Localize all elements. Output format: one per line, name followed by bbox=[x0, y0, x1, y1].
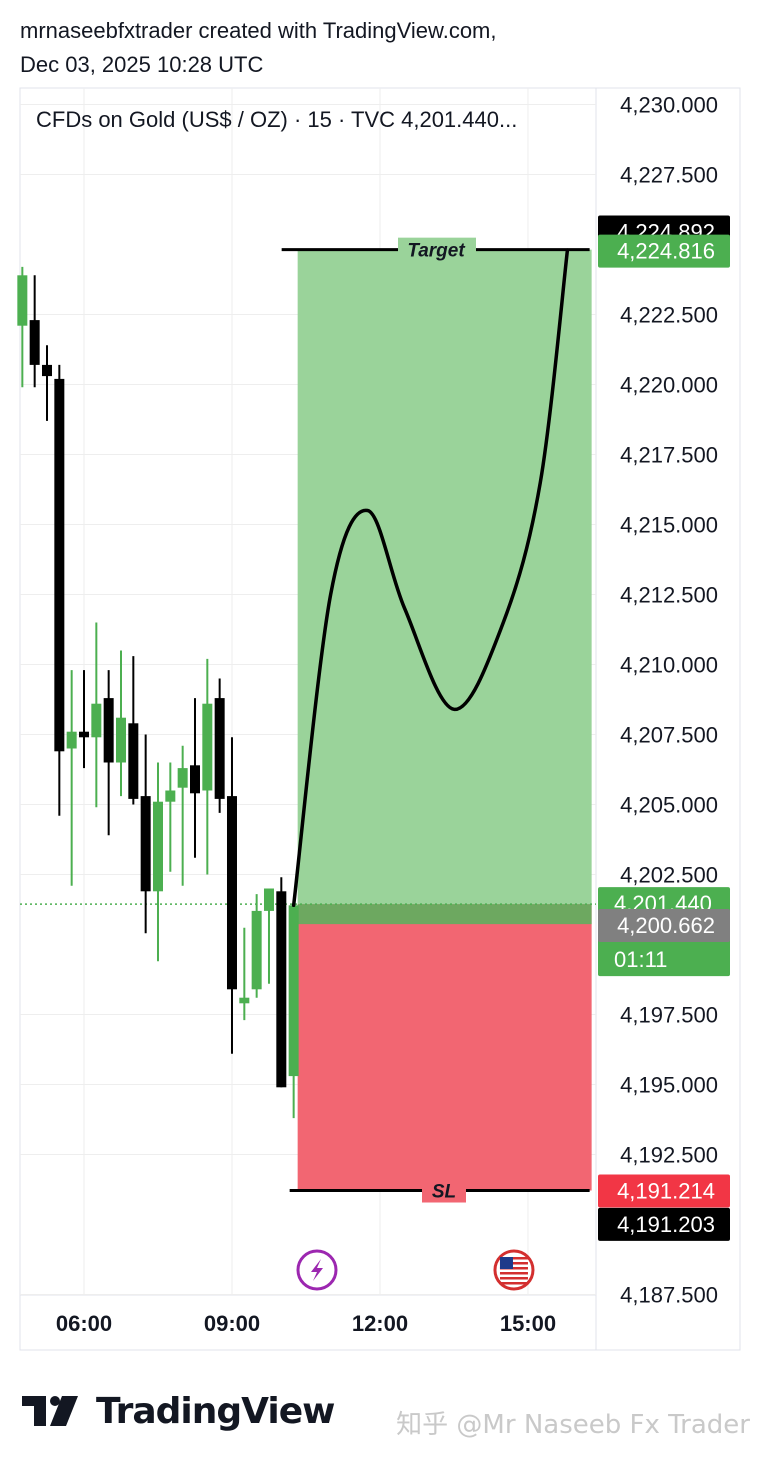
price-label-bg bbox=[598, 908, 730, 942]
brand-name: TradingView bbox=[96, 1390, 335, 1432]
candle-body bbox=[239, 997, 250, 1004]
y-tick-label: 4,197.500 bbox=[620, 1003, 718, 1028]
y-tick-label: 4,210.000 bbox=[620, 653, 718, 678]
candle-body bbox=[177, 768, 188, 788]
target-label: Target bbox=[407, 241, 465, 262]
y-tick-label: 4,205.000 bbox=[620, 793, 718, 818]
candle-body bbox=[226, 796, 237, 990]
price-chart[interactable]: 4,230.000 4,227.500 4,222.500 4,220.000 4,21… bbox=[0, 0, 760, 1360]
candle-body bbox=[79, 731, 89, 738]
y-tick-label: 4,230.000 bbox=[620, 93, 718, 118]
target-zone bbox=[297, 249, 592, 905]
author-line: mrnaseebfxtrader created with TradingVie… bbox=[20, 18, 497, 43]
x-tick-label: 15:00 bbox=[500, 1311, 556, 1336]
y-tick-label: 4,217.500 bbox=[620, 443, 718, 468]
watermark: 知乎 @Mr Naseeb Fx Trader bbox=[396, 1410, 750, 1440]
y-tick-label: 4,212.500 bbox=[620, 583, 718, 608]
tradingview-logo: TradingView bbox=[22, 1388, 335, 1434]
y-tick-label: 4,227.500 bbox=[620, 163, 718, 188]
flag-stripe bbox=[499, 1262, 528, 1265]
y-tick-label: 4,222.500 bbox=[620, 303, 718, 328]
candle-body bbox=[276, 891, 287, 1088]
candle-body bbox=[165, 790, 176, 802]
x-tick-label: 12:00 bbox=[352, 1311, 408, 1336]
price-label: 4,200.662 bbox=[617, 913, 715, 938]
price-label-bg bbox=[598, 1207, 730, 1241]
candle-body bbox=[66, 731, 77, 749]
candle-body bbox=[42, 364, 53, 377]
price-label-bg bbox=[598, 1174, 730, 1208]
stop-label: SL bbox=[432, 1182, 456, 1203]
price-label: 4,191.203 bbox=[617, 1212, 715, 1237]
candle-body bbox=[152, 801, 163, 892]
candle-body bbox=[202, 703, 213, 791]
candle-body bbox=[128, 723, 139, 799]
target-label-bg bbox=[398, 237, 476, 262]
x-tick-label: 09:00 bbox=[204, 1311, 260, 1336]
candle-body bbox=[91, 703, 102, 738]
flag-canton bbox=[499, 1257, 513, 1269]
flag-stripe bbox=[499, 1277, 528, 1280]
tradingview-logo-icon bbox=[22, 1396, 78, 1426]
candle-body bbox=[140, 796, 151, 892]
price-label: 4,224.816 bbox=[617, 239, 715, 264]
y-tick-label: 4,215.000 bbox=[620, 513, 718, 538]
candle-countdown: 01:11 bbox=[614, 947, 667, 972]
chart-title: CFDs on Gold (US$ / OZ) · 15 · TVC 4,201… bbox=[36, 107, 517, 132]
y-tick-label: 4,187.500 bbox=[620, 1283, 718, 1308]
flag-stripe bbox=[499, 1282, 528, 1285]
y-tick-label: 4,202.500 bbox=[620, 863, 718, 888]
timestamp-line: Dec 03, 2025 10:28 UTC bbox=[20, 52, 264, 77]
candle-body bbox=[103, 698, 114, 763]
y-tick-label: 4,195.000 bbox=[620, 1073, 718, 1098]
candle-body bbox=[54, 378, 65, 752]
stop-zone bbox=[297, 904, 592, 1191]
candle-body bbox=[214, 698, 225, 799]
chart-header: mrnaseebfxtrader created with TradingVie… bbox=[20, 14, 497, 82]
candle-body bbox=[251, 910, 262, 990]
price-label-bg bbox=[598, 234, 730, 268]
candle-body bbox=[115, 717, 126, 763]
lightning-bolt bbox=[310, 1259, 323, 1281]
candle-body bbox=[263, 888, 274, 911]
flag-stripe bbox=[499, 1267, 528, 1270]
stop-label-bg bbox=[422, 1178, 466, 1203]
y-tick-label: 4,192.500 bbox=[620, 1143, 718, 1168]
y-tick-label: 4,220.000 bbox=[620, 373, 718, 398]
price-label: 4,191.214 bbox=[617, 1179, 715, 1204]
candle-body bbox=[29, 320, 40, 365]
y-tick-label: 4,207.500 bbox=[620, 723, 718, 748]
flag-stripe bbox=[499, 1272, 528, 1275]
candle-body bbox=[189, 765, 200, 794]
flag-stripe bbox=[499, 1257, 528, 1260]
projection-path bbox=[291, 248, 570, 908]
candle-body bbox=[17, 275, 28, 326]
x-tick-label: 06:00 bbox=[56, 1311, 112, 1336]
candle-body bbox=[288, 905, 299, 1077]
